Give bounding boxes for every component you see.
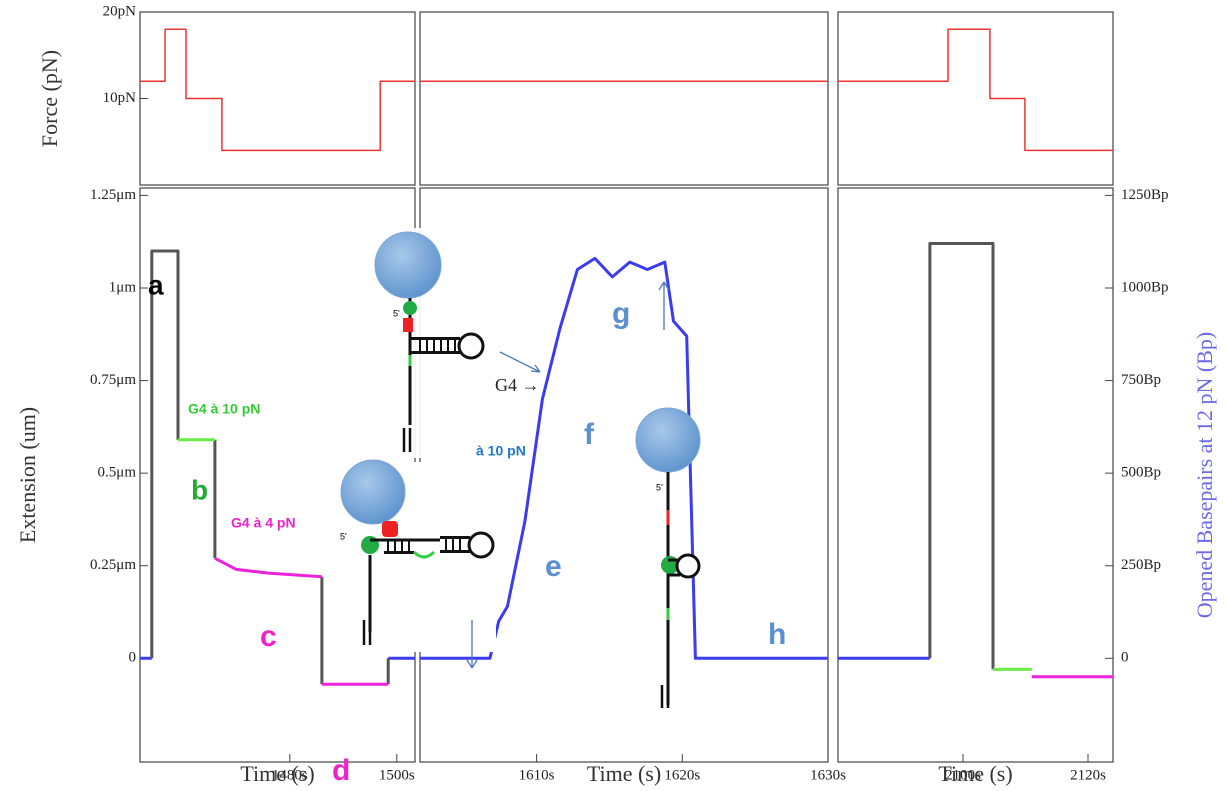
y2-tick-label: 750Bp — [1121, 372, 1161, 388]
annotation: G4 → — [495, 375, 540, 395]
y2-tick-label: 1250Bp — [1121, 187, 1169, 203]
y-tick-label: 10pN — [103, 90, 137, 106]
annotation: à 10 pN — [476, 443, 526, 459]
y-tick-label: 0 — [129, 650, 137, 666]
schematic-g4-hairpin: 5' — [336, 459, 496, 652]
schematic-open: 5' — [635, 407, 701, 708]
annotations: a G4 à 10 pN b G4 à 4 pN c d G4 → à 10 pN f e g h — [148, 269, 786, 787]
x-tick-label: 1480s — [272, 767, 308, 783]
y-tick-label: 0.5μm — [98, 465, 137, 481]
trace — [838, 28, 1113, 152]
x-axis-label: Time (s) — [240, 761, 314, 786]
y2-tick-label: 1000Bp — [1121, 279, 1169, 295]
panel — [419, 11, 829, 186]
trace — [140, 28, 415, 152]
svg-text:5': 5' — [340, 531, 347, 541]
x-tick-label: 2100s — [945, 767, 981, 783]
y-tick-label: 20pN — [103, 3, 137, 19]
y-tick-label: 1.25μm — [90, 187, 136, 203]
panel — [837, 11, 1114, 186]
y2-axis-label: Opened Basepairs at 12 pN (Bp) — [1192, 332, 1217, 619]
y-tick-label: 0.25μm — [90, 557, 136, 573]
frame — [837, 11, 1114, 186]
y2-tick-label: 0 — [1121, 650, 1129, 666]
y2-tick-label: 500Bp — [1121, 465, 1161, 481]
annotation: c — [260, 620, 277, 653]
y-tick-label: 1μm — [109, 279, 137, 295]
plots: 10pN 20pN Force (pN) 0 0.25μm 0.5μm 0.75μm 1μm 1… — [15, 3, 1217, 786]
x-axis-label: Time (s) — [587, 761, 661, 786]
y-tick-label: 0.75μm — [90, 372, 136, 388]
frame — [837, 187, 1114, 763]
x-tick-label: 1610s — [519, 767, 555, 783]
annotation: b — [191, 474, 208, 505]
annotation: G4 à 4 pN — [231, 515, 296, 531]
svg-text:5': 5' — [656, 482, 663, 492]
annotation: d — [332, 754, 350, 787]
y-axis-label: Extension (um) — [15, 407, 40, 543]
annotation: h — [768, 618, 786, 651]
frame — [419, 11, 829, 186]
x-tick-label: 1630s — [810, 767, 846, 783]
svg-text:5': 5' — [393, 308, 400, 318]
y2-tick-label: 250Bp — [1121, 557, 1161, 573]
x-tick-label: 1500s — [379, 767, 415, 783]
trace — [150, 249, 390, 685]
panel: 0 250Bp 500Bp 750Bp 1000Bp 1250Bp 2100s 2120s Ti… — [837, 187, 1217, 786]
annotation: f — [584, 418, 595, 451]
annotation: g — [612, 297, 630, 330]
panel: 1610s 1620s 1630s Time (s) — [419, 187, 846, 786]
schematic-hairpin-closed: 5' — [370, 228, 495, 458]
trace — [928, 242, 995, 670]
trace — [214, 556, 389, 686]
annotation: G4 à 10 pN — [188, 401, 260, 417]
trace — [420, 256, 828, 660]
panel: 0 0.25μm 0.5μm 0.75μm 1μm 1.25μm 1480s 1500s Tim… — [15, 187, 416, 786]
frame — [139, 11, 416, 186]
x-axis-label: Time (s) — [938, 761, 1012, 786]
annotation: a — [148, 269, 164, 300]
x-tick-label: 2120s — [1070, 767, 1106, 783]
y-axis-label: Force (pN) — [37, 50, 62, 147]
panel: 10pN 20pN Force (pN) — [37, 3, 416, 186]
x-tick-label: 1620s — [664, 767, 700, 783]
arrows — [466, 281, 670, 669]
annotation: e — [545, 550, 562, 583]
